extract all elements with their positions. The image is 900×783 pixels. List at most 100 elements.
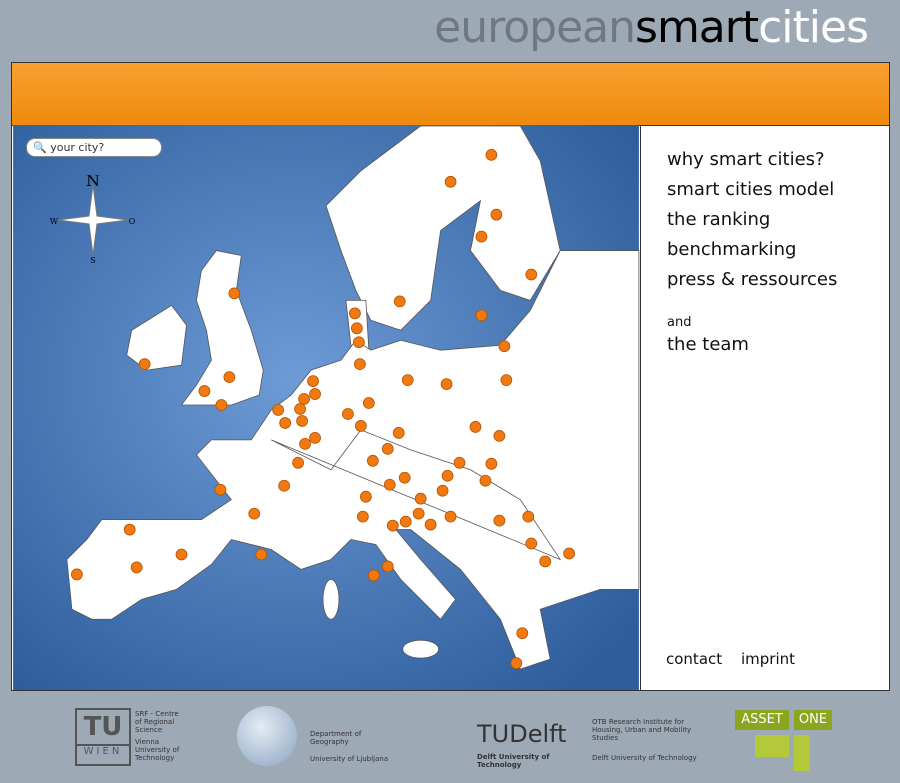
title-part: european [434,2,636,53]
tu-wien-logo[interactable]: TU WIEN [75,708,131,766]
city-marker[interactable] [414,492,427,505]
city-marker[interactable] [309,432,321,444]
ljubljana-logo[interactable] [237,706,297,766]
city-marker[interactable] [383,478,396,491]
logo-text: Delft University of Technology [592,754,697,762]
city-marker[interactable] [401,374,414,386]
logo-block [755,735,789,757]
city-marker[interactable] [299,437,311,450]
city-marker[interactable] [255,548,268,561]
city-marker[interactable] [475,230,488,243]
city-marker[interactable] [356,510,369,523]
city-marker[interactable] [444,510,457,523]
nav-link[interactable]: press & ressources [667,269,838,290]
compass: N W O S [50,175,136,265]
city-marker[interactable] [272,404,285,416]
city-marker[interactable] [563,547,576,560]
tudelft-logo[interactable]: TUDelft [477,720,567,748]
asset-one-logo[interactable]: ONE [794,710,832,730]
city-marker[interactable] [278,479,291,492]
city-marker[interactable] [309,388,321,400]
city-marker[interactable] [424,518,437,531]
city-marker[interactable] [228,287,241,300]
city-marker[interactable] [198,385,211,397]
nav-link[interactable]: the ranking [667,209,771,230]
island [322,578,340,620]
city-marker[interactable] [307,375,319,387]
city-marker[interactable] [500,374,513,386]
city-marker[interactable] [510,657,523,669]
search-placeholder: your city? [50,141,105,154]
city-marker[interactable] [475,309,488,322]
nav-link[interactable]: why smart cities? [667,149,825,170]
city-marker[interactable] [412,507,425,520]
city-marker[interactable] [441,469,454,482]
city-marker[interactable] [367,569,380,582]
city-marker[interactable] [525,537,538,550]
city-marker[interactable] [298,393,310,405]
city-marker[interactable] [479,474,492,487]
city-marker[interactable] [539,555,552,568]
city-marker[interactable] [393,295,406,308]
city-marker[interactable] [498,340,511,353]
city-marker[interactable] [294,403,306,415]
city-marker[interactable] [354,420,367,432]
city-marker[interactable] [469,421,482,433]
footer-link[interactable]: contact [666,650,723,668]
city-marker[interactable] [399,515,412,528]
city-marker[interactable] [359,490,372,503]
city-marker[interactable] [381,442,394,455]
city-marker[interactable] [440,378,453,390]
city-marker[interactable] [214,483,227,496]
main-panel: 🔍 your city? N W O S why smart cities? s… [11,62,890,691]
nav-link[interactable]: smart cities model [667,179,835,200]
city-marker[interactable] [342,408,354,420]
nav-text: and [667,315,692,330]
city-marker[interactable] [123,523,136,536]
city-marker[interactable] [525,268,538,281]
compass-label: O [129,217,136,226]
city-search[interactable]: 🔍 your city? [26,138,162,157]
asset-one-logo[interactable]: ASSET [735,710,789,730]
logo-text: Vienna University of Technology [135,738,180,762]
nav-link[interactable]: the team [667,334,749,355]
title-part: smart [635,2,759,53]
city-marker[interactable] [493,430,506,442]
city-marker[interactable] [138,358,151,371]
city-marker[interactable] [522,510,535,523]
city-marker[interactable] [292,456,304,469]
city-marker[interactable] [386,519,399,532]
city-marker[interactable] [354,358,366,371]
city-marker[interactable] [351,322,363,335]
city-marker[interactable] [71,568,83,581]
city-marker[interactable] [398,471,411,484]
city-marker[interactable] [349,307,361,320]
city-marker[interactable] [453,456,466,469]
city-marker[interactable] [130,561,143,574]
nav-link[interactable]: benchmarking [667,239,797,260]
site-title[interactable]: europeansmartcities [434,2,869,53]
city-marker[interactable] [223,371,236,383]
city-marker[interactable] [436,484,449,497]
city-marker[interactable] [279,417,292,429]
footer-link[interactable]: imprint [741,650,796,668]
city-marker[interactable] [175,548,188,561]
city-marker[interactable] [493,514,506,527]
borders [271,429,562,561]
city-marker[interactable] [485,457,498,470]
city-marker[interactable] [296,415,308,427]
logo-text: OTB Research Institute for Housing, Urba… [592,718,692,742]
city-marker[interactable] [215,399,228,411]
city-marker[interactable] [444,175,457,188]
city-marker[interactable] [248,507,261,520]
city-marker[interactable] [485,149,498,161]
city-marker[interactable] [490,208,503,221]
city-marker[interactable] [362,397,375,409]
city-marker[interactable] [353,336,365,349]
logo-text: University of Ljubljana [310,755,389,763]
city-marker[interactable] [366,454,379,467]
orange-banner [12,63,889,126]
city-marker[interactable] [381,560,394,573]
city-marker[interactable] [392,427,405,439]
city-marker[interactable] [516,627,529,640]
